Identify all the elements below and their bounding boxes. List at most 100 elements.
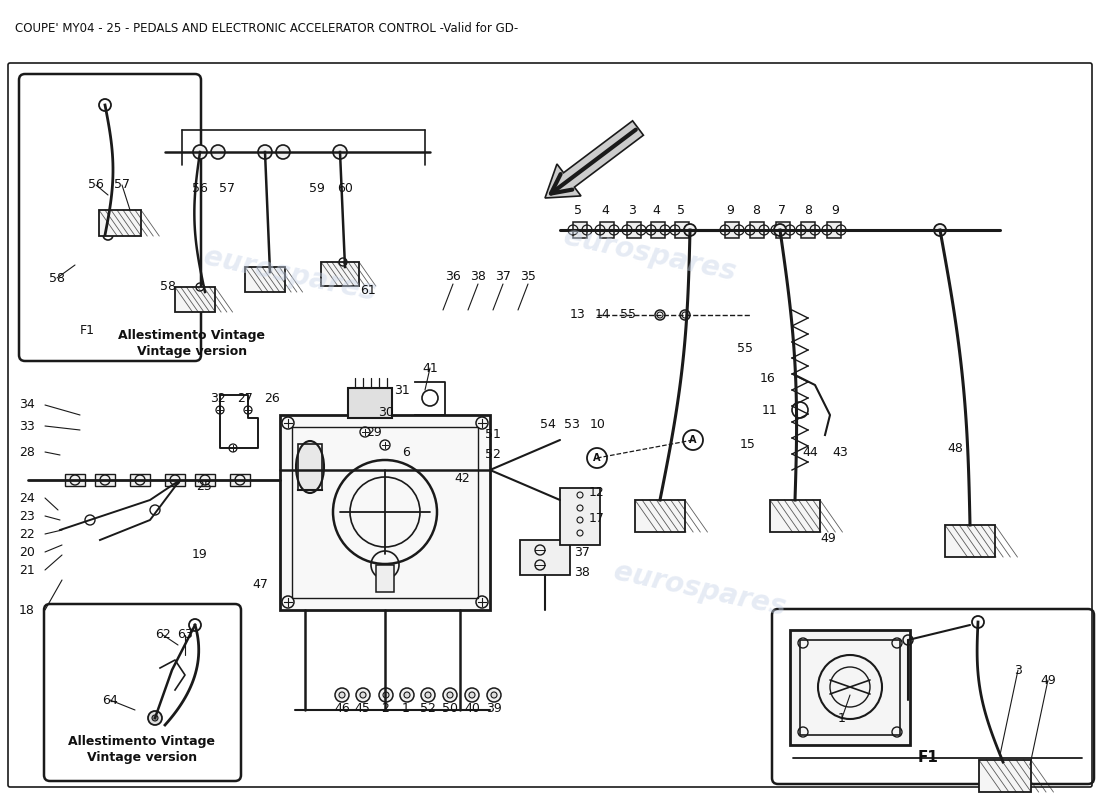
Circle shape — [443, 688, 456, 702]
Circle shape — [404, 692, 410, 698]
Text: 27: 27 — [238, 391, 253, 405]
Text: 10: 10 — [590, 418, 606, 431]
Text: 49: 49 — [1041, 674, 1056, 686]
Text: 25: 25 — [196, 481, 212, 494]
Text: 37: 37 — [495, 270, 510, 282]
Text: 49: 49 — [821, 531, 836, 545]
Text: 64: 64 — [102, 694, 118, 706]
Text: 16: 16 — [760, 371, 775, 385]
Text: 56: 56 — [88, 178, 103, 191]
Text: 39: 39 — [486, 702, 502, 714]
Circle shape — [333, 145, 346, 159]
Circle shape — [491, 692, 497, 698]
Bar — [298, 444, 322, 490]
Text: 17: 17 — [590, 511, 605, 525]
Text: 2: 2 — [381, 702, 389, 714]
Text: 52: 52 — [420, 702, 436, 714]
Text: 13: 13 — [570, 309, 586, 322]
Text: 59: 59 — [309, 182, 324, 194]
Text: 55: 55 — [620, 309, 636, 322]
Circle shape — [383, 692, 389, 698]
Text: 60: 60 — [337, 182, 353, 194]
Bar — [95, 474, 116, 486]
Circle shape — [487, 688, 500, 702]
Text: 43: 43 — [832, 446, 848, 459]
Text: 29: 29 — [366, 426, 382, 438]
Text: 9: 9 — [726, 203, 734, 217]
Bar — [165, 474, 185, 486]
Circle shape — [934, 224, 946, 236]
Circle shape — [211, 145, 226, 159]
Circle shape — [148, 711, 162, 725]
Text: COUPE' MY04 - 25 - PEDALS AND ELECTRONIC ACCELERATOR CONTROL -Valid for GD-: COUPE' MY04 - 25 - PEDALS AND ELECTRONIC… — [15, 22, 518, 35]
Text: A: A — [593, 453, 601, 463]
Bar — [65, 474, 85, 486]
Text: 35: 35 — [520, 270, 536, 282]
Text: Allestimento Vintage: Allestimento Vintage — [119, 329, 265, 342]
Bar — [979, 760, 1031, 792]
Bar — [627, 222, 641, 238]
Text: 11: 11 — [762, 403, 778, 417]
Text: 57: 57 — [219, 182, 235, 194]
Text: Vintage version: Vintage version — [136, 346, 248, 358]
Text: 48: 48 — [947, 442, 962, 454]
Circle shape — [339, 692, 345, 698]
Text: 36: 36 — [446, 270, 461, 282]
Circle shape — [774, 224, 786, 236]
Text: 32: 32 — [210, 391, 225, 405]
FancyArrow shape — [544, 121, 644, 198]
Circle shape — [356, 688, 370, 702]
Bar — [600, 222, 614, 238]
Text: 6: 6 — [403, 446, 410, 458]
Text: Allestimento Vintage: Allestimento Vintage — [68, 735, 216, 749]
Text: 5: 5 — [574, 203, 582, 217]
Text: 26: 26 — [264, 391, 279, 405]
Text: 38: 38 — [574, 566, 590, 578]
Circle shape — [447, 692, 453, 698]
Text: 42: 42 — [454, 471, 470, 485]
Text: eurospares: eurospares — [561, 223, 739, 287]
Bar — [292, 427, 478, 598]
Text: 21: 21 — [19, 563, 35, 577]
Text: Vintage version: Vintage version — [87, 751, 197, 765]
Text: 45: 45 — [354, 702, 370, 714]
Text: 5: 5 — [676, 203, 685, 217]
Text: 22: 22 — [19, 527, 35, 541]
Text: 63: 63 — [177, 629, 192, 642]
Text: 23: 23 — [19, 510, 35, 522]
Bar — [99, 210, 141, 236]
Text: eurospares: eurospares — [201, 243, 378, 307]
Text: 8: 8 — [804, 203, 812, 217]
Circle shape — [360, 692, 366, 698]
Text: F1: F1 — [79, 323, 95, 337]
Bar — [280, 415, 490, 610]
Text: 24: 24 — [19, 491, 35, 505]
Text: 50: 50 — [442, 702, 458, 714]
Bar — [750, 222, 764, 238]
Bar — [245, 267, 285, 292]
Ellipse shape — [296, 441, 324, 493]
Text: 53: 53 — [564, 418, 580, 431]
Text: 15: 15 — [740, 438, 756, 451]
Text: 61: 61 — [360, 283, 376, 297]
Text: 46: 46 — [334, 702, 350, 714]
Text: 33: 33 — [19, 419, 35, 433]
Bar — [651, 222, 666, 238]
Text: 28: 28 — [19, 446, 35, 458]
Bar — [675, 222, 689, 238]
Text: 58: 58 — [50, 271, 65, 285]
Circle shape — [192, 145, 207, 159]
Bar — [790, 630, 910, 745]
Bar — [770, 500, 820, 532]
Bar — [725, 222, 739, 238]
Text: 37: 37 — [574, 546, 590, 558]
Bar — [945, 525, 996, 557]
Text: F1: F1 — [917, 750, 938, 766]
Bar — [175, 287, 214, 312]
Text: 1: 1 — [838, 711, 846, 725]
Bar — [195, 474, 214, 486]
Bar — [801, 222, 815, 238]
Text: 9: 9 — [832, 203, 839, 217]
Bar — [776, 222, 790, 238]
Text: eurospares: eurospares — [612, 558, 789, 622]
